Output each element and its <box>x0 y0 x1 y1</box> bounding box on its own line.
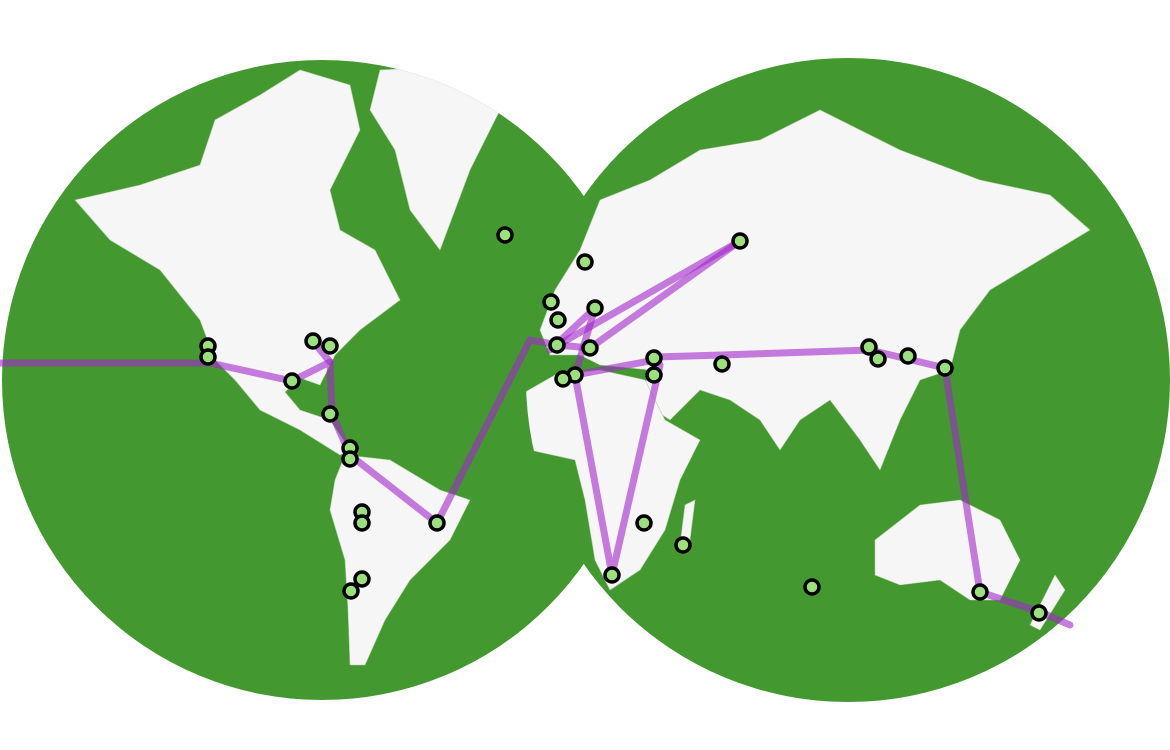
location-marker[interactable] <box>496 226 514 244</box>
route <box>571 356 659 379</box>
location-marker[interactable] <box>548 336 566 354</box>
location-marker[interactable] <box>803 578 821 596</box>
location-marker[interactable] <box>542 293 560 311</box>
route <box>0 237 744 527</box>
location-marker[interactable] <box>713 355 731 373</box>
location-marker[interactable] <box>321 405 339 423</box>
location-marker[interactable] <box>586 299 604 317</box>
location-marker[interactable] <box>674 536 692 554</box>
location-marker[interactable] <box>731 232 749 250</box>
location-marker[interactable] <box>971 583 989 601</box>
route <box>546 304 1074 629</box>
location-marker[interactable] <box>899 347 917 365</box>
location-marker[interactable] <box>342 582 360 600</box>
africa <box>526 369 701 591</box>
location-marker[interactable] <box>304 332 322 350</box>
eastern-hemisphere <box>526 58 1170 702</box>
location-marker[interactable] <box>860 338 878 356</box>
location-marker[interactable] <box>428 514 446 532</box>
location-marker[interactable] <box>645 349 663 367</box>
location-marker[interactable] <box>635 514 653 532</box>
western-hemisphere <box>2 60 642 700</box>
location-marker[interactable] <box>645 366 663 384</box>
location-marker[interactable] <box>869 350 887 368</box>
location-marker[interactable] <box>603 566 621 584</box>
location-marker[interactable] <box>341 450 359 468</box>
location-marker[interactable] <box>353 570 371 588</box>
location-marker[interactable] <box>936 359 954 377</box>
north-america <box>74 69 401 456</box>
location-marker[interactable] <box>549 311 567 329</box>
location-marker[interactable] <box>353 514 371 532</box>
location-marker[interactable] <box>321 337 339 355</box>
location-marker[interactable] <box>581 339 599 357</box>
location-marker[interactable] <box>283 372 301 390</box>
location-marker[interactable] <box>576 253 594 271</box>
location-marker[interactable] <box>1030 604 1048 622</box>
markers <box>199 226 1048 622</box>
location-marker[interactable] <box>554 370 572 388</box>
location-marker[interactable] <box>199 348 217 366</box>
